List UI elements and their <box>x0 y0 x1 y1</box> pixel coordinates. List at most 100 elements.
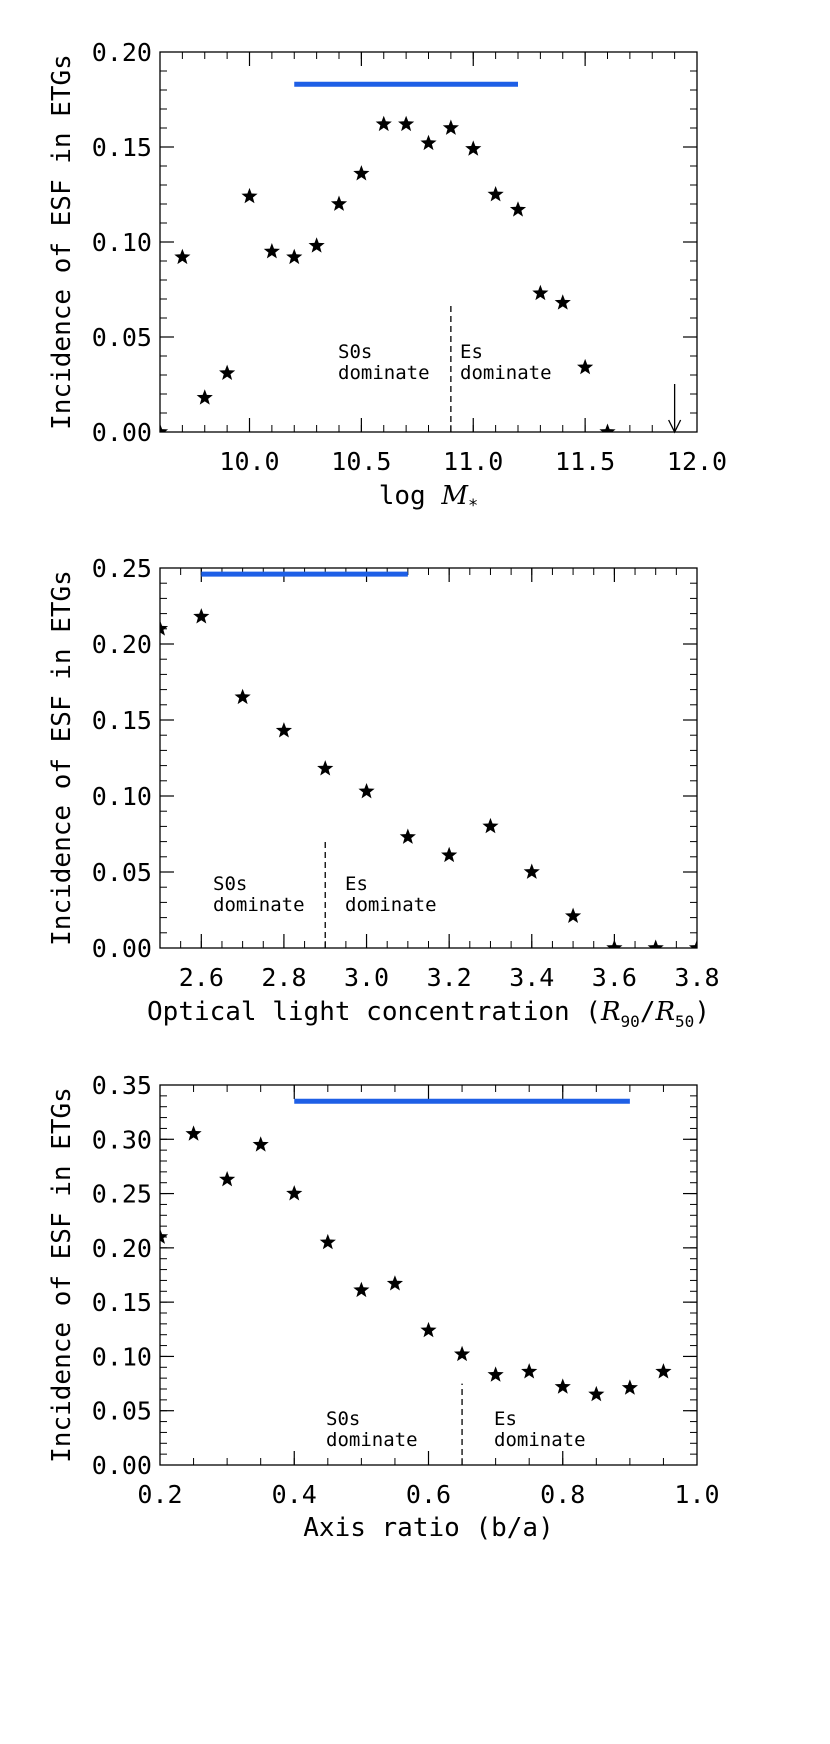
data-point-star <box>521 1363 538 1379</box>
annotation-line: dominate <box>494 1429 586 1451</box>
y-tick-label: 0.05 <box>92 858 152 887</box>
data-point-star <box>252 1136 269 1152</box>
data-point-star <box>606 939 623 948</box>
data-points <box>160 115 616 432</box>
y-axis-title: Incidence of ESF in ETGs <box>47 570 77 946</box>
y-tick-label: 0.10 <box>92 782 152 811</box>
x-title-subscript: * <box>468 496 478 516</box>
y-tick-label: 0.00 <box>92 1451 152 1480</box>
data-point-star <box>386 1275 404 1291</box>
data-point-star <box>219 1170 236 1187</box>
data-point-star <box>174 248 191 265</box>
annotation-line: dominate <box>326 1429 418 1451</box>
x-tick-label: 0.8 <box>540 1480 585 1509</box>
x-title-symbol: M <box>440 481 469 511</box>
y-tick-label: 0.05 <box>92 323 152 352</box>
data-point-star <box>308 237 325 253</box>
data-point-star <box>317 760 334 776</box>
x-title-subscript: 50 <box>675 1012 694 1031</box>
x-tick-label: 0.2 <box>137 1480 182 1509</box>
y-tick-label: 0.10 <box>92 228 152 257</box>
data-point-star <box>193 608 210 624</box>
annotation-line: S0s <box>326 1408 360 1430</box>
y-tick-label: 0.35 <box>92 1071 152 1100</box>
x-tick-label: 10.5 <box>331 447 391 476</box>
data-point-star <box>532 284 549 301</box>
y-axis-title: Incidence of ESF in ETGs <box>47 1087 77 1463</box>
data-point-star <box>353 165 370 181</box>
data-point-star <box>588 1385 605 1402</box>
data-point-star <box>241 187 258 204</box>
x-title-text: / <box>640 997 656 1027</box>
data-point-star <box>353 1281 370 1298</box>
x-tick-label: 11.0 <box>443 447 503 476</box>
data-point-star <box>275 722 293 738</box>
y-tick-label: 0.20 <box>92 38 152 67</box>
chart-panel-3: 0.2 0.4 0.6 0.8 1.0 0.00 0.05 0.10 0.15 0.20 0.25 0… <box>47 1071 720 1543</box>
annotation-line: Es <box>460 341 483 363</box>
x-title-subscript: 90 <box>621 1012 640 1031</box>
y-tick-label: 0.15 <box>92 133 152 162</box>
data-point-star <box>185 1125 202 1141</box>
y-tick-label: 0.25 <box>92 1180 152 1209</box>
x-axis-title: Optical light concentration (R90/R50) <box>147 997 710 1031</box>
x-title-symbol: R <box>654 997 675 1027</box>
data-point-star <box>577 358 594 375</box>
y-tick-label: 0.15 <box>92 706 152 735</box>
x-axis-title: log M* <box>379 481 479 516</box>
annotation-es: Es dominate <box>460 341 552 384</box>
annotation-line: Es <box>345 873 368 895</box>
data-point-star <box>688 939 697 948</box>
y-tick-label: 0.00 <box>92 934 152 963</box>
data-point-star <box>554 294 571 310</box>
x-tick-label: 3.0 <box>344 963 389 992</box>
plot-frame <box>159 1084 698 1466</box>
y-tick-label: 0.20 <box>92 630 152 659</box>
data-point-star <box>599 423 616 432</box>
annotation-s0s: S0s dominate <box>338 341 430 384</box>
x-title-text: Optical light concentration ( <box>147 997 601 1027</box>
data-point-star <box>441 846 458 863</box>
annotation-es: Es dominate <box>345 873 437 916</box>
data-point-star <box>465 140 482 156</box>
annotation-line: Es <box>494 1408 517 1430</box>
x-tick-label: 2.8 <box>261 963 306 992</box>
y-tick-label: 0.20 <box>92 1234 152 1263</box>
data-point-star <box>398 115 415 132</box>
annotation-line: dominate <box>338 362 430 384</box>
data-point-star <box>442 119 459 135</box>
data-point-star <box>196 389 213 405</box>
x-title-text: ) <box>694 997 710 1027</box>
x-tick-label: 11.5 <box>555 447 615 476</box>
y-tick-label: 0.05 <box>92 1397 152 1426</box>
y-tick-label: 0.10 <box>92 1342 152 1371</box>
data-point-star <box>564 907 582 923</box>
x-title-text: log <box>379 481 442 511</box>
data-point-star <box>554 1378 571 1394</box>
x-title-symbol: R <box>600 997 621 1027</box>
y-axis-title: Incidence of ESF in ETGs <box>47 54 77 430</box>
annotation-s0s: S0s dominate <box>213 873 305 916</box>
upper-limit-arrowhead <box>668 419 682 434</box>
data-point-star <box>286 1185 303 1201</box>
data-point-star <box>319 1233 336 1250</box>
data-point-star <box>219 364 236 380</box>
x-tick-label: 1.0 <box>674 1480 719 1509</box>
annotation-line: dominate <box>345 894 437 916</box>
data-point-star <box>655 1363 672 1379</box>
x-tick-label: 0.4 <box>272 1480 317 1509</box>
data-point-star <box>621 1379 638 1395</box>
y-tick-label: 0.00 <box>92 418 152 447</box>
data-point-star <box>647 939 664 948</box>
y-tick-label: 0.15 <box>92 1288 152 1317</box>
x-tick-label: 12.0 <box>667 447 727 476</box>
annotation-line: S0s <box>213 873 247 895</box>
data-point-star <box>399 828 416 844</box>
chart-panel-2: 2.6 2.8 3.0 3.2 3.4 3.6 3.8 0.00 0.05 0.10 0.15 0.2… <box>47 554 720 1031</box>
x-tick-label: 10.0 <box>219 447 279 476</box>
data-point-star <box>487 186 504 202</box>
data-point-star <box>330 195 348 211</box>
data-point-star <box>482 817 499 834</box>
data-point-star <box>234 688 251 705</box>
x-tick-label: 3.6 <box>592 963 637 992</box>
